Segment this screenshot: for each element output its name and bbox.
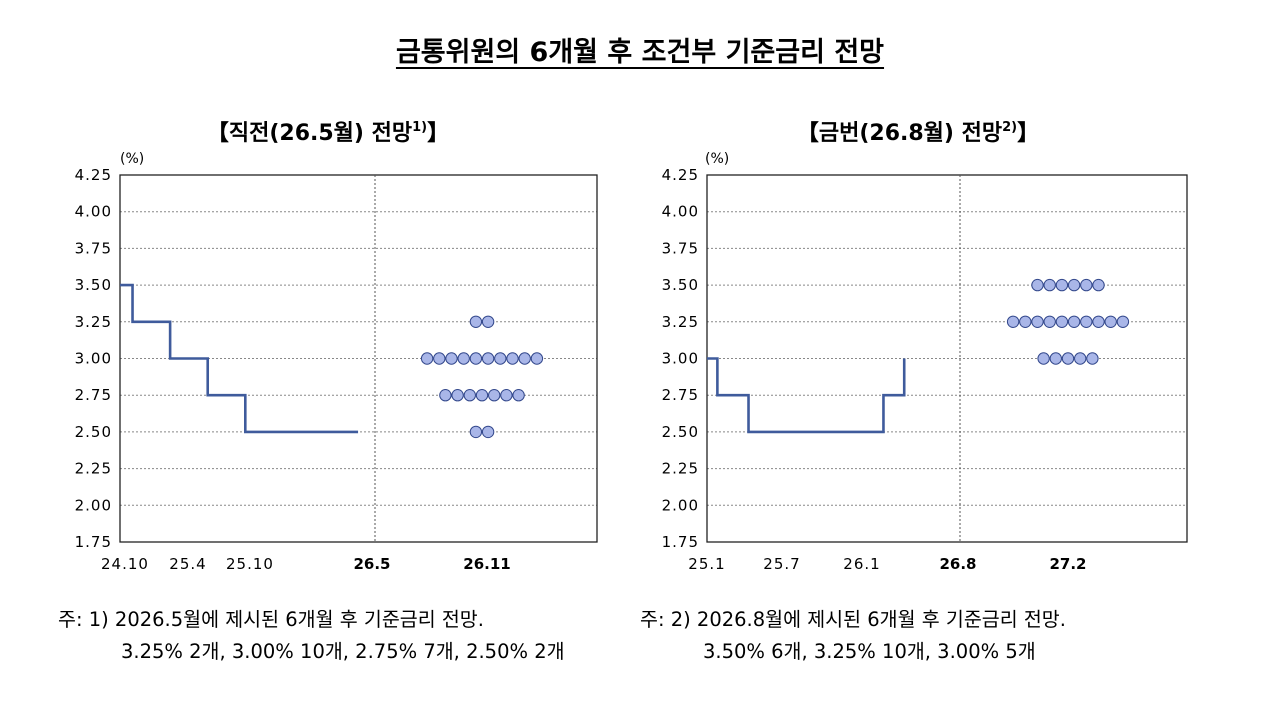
chart-1-title: 【직전(26.5월) 전망1)】 bbox=[207, 120, 449, 146]
chart-2-y-tick-label: 4.00 bbox=[662, 203, 699, 221]
chart-2-forecast-dot bbox=[1092, 315, 1105, 328]
chart-2-x-tick-label: 25.7 bbox=[763, 555, 800, 573]
chart-1-forecast-dot bbox=[451, 389, 464, 402]
chart-1-forecast-dot bbox=[463, 389, 476, 402]
note-1: 주: 1) 2026.5월에 제시된 6개월 후 기준금리 전망. 3.25% … bbox=[58, 604, 565, 668]
chart-1-forecast-dot bbox=[475, 389, 489, 402]
chart-2-x-tick-label: 26.1 bbox=[843, 555, 880, 573]
chart-2-forecast-dot bbox=[1019, 315, 1032, 328]
chart-2-forecast-dot bbox=[1080, 315, 1093, 328]
chart-2-title-text: 【금번(26.8월) 전망 bbox=[797, 121, 1002, 146]
chart-1-x-tick-label: 25.10 bbox=[226, 555, 274, 573]
chart-1-y-tick-label: 4.00 bbox=[75, 203, 112, 221]
chart-2-rate-step-line bbox=[707, 357, 906, 434]
chart-2-forecast-dot bbox=[1116, 315, 1130, 328]
main-title: 금통위원의 6개월 후 조건부 기준금리 전망 bbox=[0, 30, 1280, 69]
chart-1-y-tick-label: 3.75 bbox=[75, 239, 112, 257]
chart-1-forecast-dot bbox=[481, 425, 495, 439]
chart-2-y-tick-label: 2.75 bbox=[662, 386, 699, 404]
chart-2-forecast-dot bbox=[1055, 315, 1069, 328]
chart-2-y-tick-label: 3.00 bbox=[662, 350, 699, 368]
chart-2-y-tick-label: 2.00 bbox=[662, 496, 699, 514]
chart-1-forecast-dot bbox=[481, 315, 495, 328]
main-title-text: 금통위원의 6개월 후 조건부 기준금리 전망 bbox=[395, 37, 885, 68]
note-1-line2: 3.25% 2개, 3.00% 10개, 2.75% 7개, 2.50% 2개 bbox=[121, 640, 565, 663]
chart-1-forecast-dot bbox=[488, 389, 501, 402]
chart-1-x-tick-label: 26.11 bbox=[463, 555, 510, 573]
chart-1-forecast-dot bbox=[469, 315, 483, 328]
chart-2-forecast-dot bbox=[1080, 278, 1093, 292]
chart-2-forecast-dot bbox=[1067, 315, 1081, 328]
chart-1-x-tick-label: 24.10 bbox=[101, 555, 149, 573]
chart-1-forecast-dot bbox=[506, 352, 519, 365]
chart-2-unit-label: (%) bbox=[705, 151, 729, 167]
chart-2-forecast-dot bbox=[1061, 352, 1075, 365]
chart-2-y-tick-label: 3.75 bbox=[662, 239, 699, 257]
chart-1-x-tick-label: 25.4 bbox=[169, 555, 206, 573]
chart-2-x-tick-label: 26.8 bbox=[939, 555, 976, 573]
chart-1-rate-step-line bbox=[120, 283, 359, 434]
note-1-line1: 주: 1) 2026.5월에 제시된 6개월 후 기준금리 전망. bbox=[58, 608, 484, 631]
note-2-line2: 3.50% 6개, 3.25% 10개, 3.00% 5개 bbox=[703, 640, 1036, 663]
chart-2-forecast-dot bbox=[1086, 352, 1099, 365]
chart-2-forecast-dot bbox=[1037, 352, 1050, 365]
chart-1-title-end: 】 bbox=[427, 121, 449, 146]
chart-1-unit-label: (%) bbox=[120, 151, 144, 167]
chart-2-forecast-dot bbox=[1104, 315, 1117, 328]
chart-1-forecast-dot bbox=[445, 352, 458, 365]
chart-1-forecast-dot bbox=[420, 352, 434, 365]
note-2-line1: 주: 2) 2026.8월에 제시된 6개월 후 기준금리 전망. bbox=[640, 608, 1066, 631]
chart-1-forecast-dot bbox=[512, 389, 525, 402]
chart-2-forecast-dot bbox=[1031, 278, 1044, 292]
chart-2-forecast-dot bbox=[1031, 315, 1044, 328]
chart-2-forecast-dot bbox=[1092, 278, 1105, 292]
chart-2-y-tick-label: 2.25 bbox=[662, 460, 699, 478]
chart-1-forecast-dot bbox=[500, 389, 513, 402]
chart-2-forecast-dot bbox=[1043, 278, 1056, 292]
chart-2-forecast-dot bbox=[1043, 315, 1056, 328]
chart-1-forecast-dot bbox=[530, 352, 544, 365]
chart-1-y-tick-label: 4.25 bbox=[75, 166, 112, 184]
chart-2-y-tick-label: 2.50 bbox=[662, 423, 699, 441]
chart-1-forecast-dot bbox=[481, 352, 495, 365]
chart-1-y-tick-label: 1.75 bbox=[75, 533, 112, 551]
chart-1-y-tick-label: 3.00 bbox=[75, 350, 112, 368]
chart-2-forecast-dot bbox=[1055, 278, 1069, 292]
chart-1-forecast-dot bbox=[439, 389, 452, 402]
chart-1-x-tick-label: 26.5 bbox=[353, 555, 390, 573]
chart-2-title-sup: 2) bbox=[1002, 120, 1017, 135]
chart-2-x-tick-label: 27.2 bbox=[1049, 555, 1086, 573]
chart-1-forecast-dot bbox=[518, 352, 531, 365]
chart-2-y-tick-label: 4.25 bbox=[662, 166, 699, 184]
chart-1-y-tick-label: 2.75 bbox=[75, 386, 112, 404]
chart-1-forecast-dot bbox=[494, 352, 507, 365]
chart-2-y-tick-label: 3.25 bbox=[662, 313, 699, 331]
chart-2-x-tick-label: 25.1 bbox=[688, 555, 725, 573]
chart-1-forecast-dot bbox=[469, 425, 483, 439]
chart-1-plot-frame bbox=[119, 174, 598, 543]
note-2: 주: 2) 2026.8월에 제시된 6개월 후 기준금리 전망. 3.50% … bbox=[640, 604, 1066, 668]
chart-2-forecast-dot bbox=[1049, 352, 1063, 365]
chart-1-y-tick-label: 2.50 bbox=[75, 423, 112, 441]
chart-2-forecast-dot bbox=[1074, 352, 1087, 365]
chart-1-title-text: 【직전(26.5월) 전망 bbox=[207, 121, 412, 146]
chart-2-forecast-dot bbox=[1067, 278, 1081, 292]
chart-1-y-tick-label: 3.25 bbox=[75, 313, 112, 331]
chart-2-y-tick-label: 3.50 bbox=[662, 276, 699, 294]
chart-1-forecast-dot bbox=[457, 352, 470, 365]
chart-2-forecast-dot bbox=[1006, 315, 1020, 328]
chart-1-y-tick-label: 2.25 bbox=[75, 460, 112, 478]
chart-1-title-sup: 1) bbox=[412, 120, 427, 135]
chart-1-y-tick-label: 3.50 bbox=[75, 276, 112, 294]
chart-2-title: 【금번(26.8월) 전망2)】 bbox=[797, 120, 1039, 146]
chart-1-forecast-dot bbox=[469, 352, 483, 365]
chart-2-title-end: 】 bbox=[1017, 121, 1039, 146]
chart-1-y-tick-label: 2.00 bbox=[75, 496, 112, 514]
chart-1-forecast-dot bbox=[433, 352, 446, 365]
chart-2-y-tick-label: 1.75 bbox=[662, 533, 699, 551]
